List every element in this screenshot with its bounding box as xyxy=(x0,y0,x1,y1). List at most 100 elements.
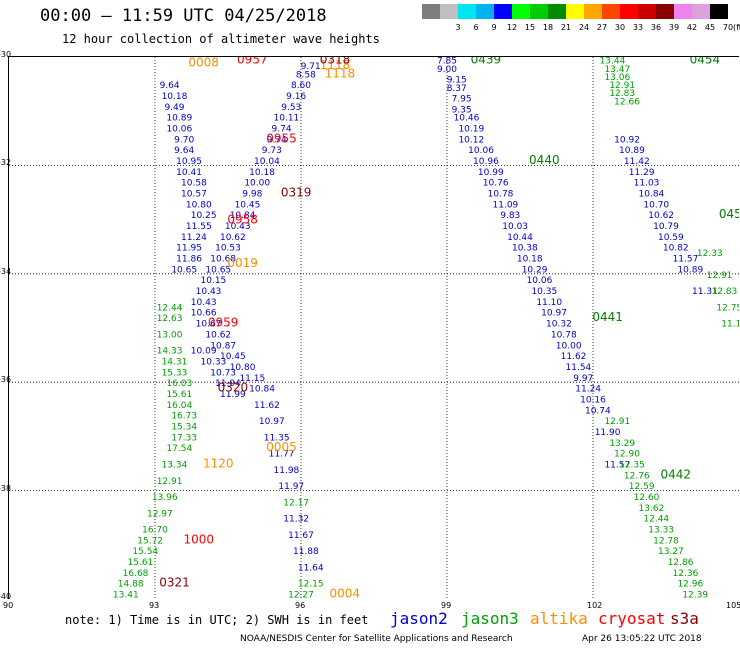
color-swatch xyxy=(656,4,674,19)
color-swatch xyxy=(440,4,458,19)
color-swatch xyxy=(584,4,602,19)
data-point-jason2: 9.70 xyxy=(174,135,194,145)
data-point-jason2: 9.35 xyxy=(452,105,472,115)
data-point-jason2: 10.46 xyxy=(454,114,480,124)
data-point-jason2: 10.74 xyxy=(585,406,611,416)
data-point-jason3: 17.54 xyxy=(166,444,192,454)
data-point-jason3: 13.44 xyxy=(600,57,626,67)
data-point-jason2: 10.18 xyxy=(517,255,543,265)
data-point-jason2: 10.04 xyxy=(254,157,280,167)
data-point-jason2: 11.62 xyxy=(561,352,587,362)
data-point-jason3: 12.63 xyxy=(157,314,183,324)
color-scale-label: 70 xyxy=(722,23,734,32)
data-point-jason2: 10.70 xyxy=(643,200,669,210)
data-point-jason2: 11.54 xyxy=(566,363,592,373)
data-point-jason3: 15.61 xyxy=(166,390,192,400)
x-tick-label: 102 xyxy=(587,601,603,610)
data-point-s3a: 0320 xyxy=(218,381,249,395)
legend-jason3: jason3 xyxy=(461,609,519,628)
data-point-jason2: 11.57 xyxy=(604,461,630,471)
data-point-jason3: 14.88 xyxy=(118,580,144,590)
data-point-jason2: 10.43 xyxy=(191,298,217,308)
data-point-jason2: 10.67 xyxy=(196,320,222,330)
data-point-jason2: 10.45 xyxy=(235,200,261,210)
data-point-jason2: 9.74 xyxy=(267,135,287,145)
data-point-jason2: 9.83 xyxy=(500,211,520,221)
data-point-jason3: 16.03 xyxy=(166,379,192,389)
data-point-cryosat: 1000 xyxy=(184,532,215,546)
color-swatch xyxy=(476,4,494,19)
data-point-s3a: 0318 xyxy=(320,57,351,67)
data-point-jason3: 12.97 xyxy=(147,509,173,519)
data-point-jason3: 16.73 xyxy=(171,412,197,422)
data-point-jason2: 10.84 xyxy=(230,211,256,221)
data-point-jason2: 11.24 xyxy=(575,385,601,395)
color-scale-unit: (ft) xyxy=(732,23,740,32)
data-point-jason2: 10.96 xyxy=(473,157,499,167)
data-point-jason2: 11.90 xyxy=(595,428,621,438)
data-point-jason2: 10.97 xyxy=(259,417,285,427)
color-scale-label: 39 xyxy=(668,23,680,32)
page-subtitle: 12 hour collection of altimeter wave hei… xyxy=(62,32,380,46)
color-scale-label: 21 xyxy=(560,23,572,32)
data-point-jason2: 11.67 xyxy=(288,531,314,541)
data-point-jason2: 10.19 xyxy=(458,124,484,134)
data-point-jason2: 10.00 xyxy=(556,341,582,351)
data-point-jason3: 12.36 xyxy=(673,569,699,579)
data-point-jason2: 10.59 xyxy=(658,233,684,243)
color-scale-label: 6 xyxy=(473,23,479,32)
data-point-jason2: 8.58 xyxy=(296,70,316,80)
data-point-jason2: 10.11 xyxy=(274,114,300,124)
data-point-jason2: 11.35 xyxy=(264,433,290,443)
data-point-jason2: 10.89 xyxy=(619,146,645,156)
data-point-jason2: 10.25 xyxy=(191,211,217,221)
color-swatch xyxy=(494,4,512,19)
data-point-jason2: 10.45 xyxy=(220,352,246,362)
data-point-jason2: 9.15 xyxy=(447,76,467,86)
data-point-jason2: 10.99 xyxy=(478,168,504,178)
data-point-jason2: 10.43 xyxy=(225,222,251,232)
data-point-jason2: 10.53 xyxy=(215,244,241,254)
data-point-jason3: 13.27 xyxy=(658,547,684,557)
color-scale-label: 45 xyxy=(704,23,716,32)
color-swatch xyxy=(710,4,728,19)
data-point-jason3: 13.06 xyxy=(604,73,630,83)
data-point-jason2: 11.10 xyxy=(536,298,562,308)
color-scale-label: 12 xyxy=(506,23,518,32)
data-point-cryosat: 0958 xyxy=(227,213,258,227)
data-point-jason3: 13.41 xyxy=(113,591,139,599)
data-point-jason2: 11.57 xyxy=(673,255,699,265)
x-tick-label: 96 xyxy=(295,601,306,610)
data-point-jason3: 14.31 xyxy=(162,358,188,368)
data-point-jason3: 13.47 xyxy=(604,65,630,75)
color-swatch xyxy=(458,4,476,19)
data-point-jason2: 11.15 xyxy=(239,374,265,384)
data-point-cryosat: 0957 xyxy=(237,57,268,67)
data-point-jason2: 10.33 xyxy=(201,358,227,368)
data-point-cryosat: 0955 xyxy=(266,131,297,145)
data-point-jason2: 10.80 xyxy=(186,200,212,210)
data-point-jason2: 10.16 xyxy=(580,395,606,405)
data-point-jason3: 12.44 xyxy=(643,515,669,525)
data-point-jason2: 10.18 xyxy=(162,92,188,102)
data-point-jason2: 9.97 xyxy=(573,374,593,384)
color-scale-label: 15 xyxy=(524,23,536,32)
data-point-jason2: 10.87 xyxy=(210,341,236,351)
data-point-jason3: 12.17 xyxy=(283,498,309,508)
color-swatch xyxy=(422,4,440,19)
footer-note: note: 1) Time is in UTC; 2) SWH is in fe… xyxy=(65,613,369,627)
color-scale-label: 36 xyxy=(650,23,662,32)
data-point-jason2: 10.00 xyxy=(244,179,270,189)
data-point-jason2: 8.37 xyxy=(447,84,467,94)
color-swatch xyxy=(530,4,548,19)
color-swatch xyxy=(512,4,530,19)
data-point-jason2: 10.03 xyxy=(502,222,528,232)
data-point-jason3: 12.83 xyxy=(609,89,635,99)
data-point-jason2: 10.06 xyxy=(166,124,192,134)
x-tick-label: 93 xyxy=(149,601,160,610)
data-point-s3a: 0319 xyxy=(281,186,312,200)
data-point-jason3: 15.54 xyxy=(132,547,158,557)
data-point-jason2: 10.84 xyxy=(249,385,275,395)
data-point-jason3: 12.27 xyxy=(288,591,314,599)
data-point-jason2: 11.64 xyxy=(298,563,324,573)
